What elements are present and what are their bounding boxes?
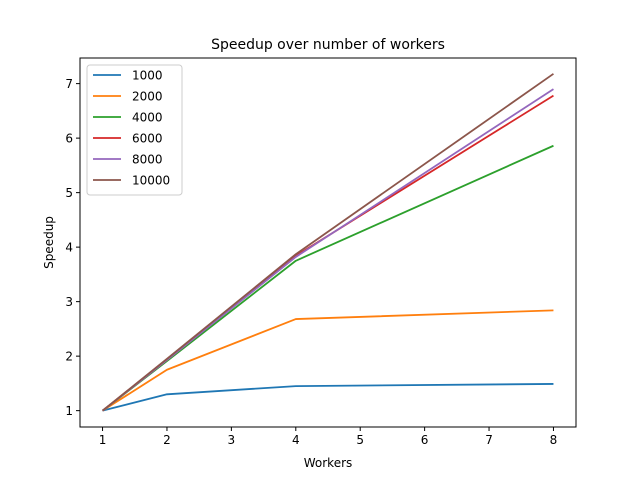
y-tick-label: 6 (65, 132, 73, 146)
legend-entry: 1000 (132, 69, 163, 83)
y-tick-label: 2 (65, 350, 73, 364)
legend-entry: 10000 (132, 174, 170, 188)
x-tick-label: 7 (485, 433, 493, 447)
x-tick-label: 5 (356, 433, 364, 447)
series-line-10000 (101, 73, 554, 412)
plot-area (79, 57, 577, 428)
series-line-1000 (102, 383, 554, 412)
y-axis-ticks: 1 2 3 4 5 6 7 (65, 77, 80, 418)
x-axis-label: Workers (304, 456, 353, 470)
legend: 1000 2000 4000 6000 8000 10000 (86, 64, 183, 196)
legend-entry: 8000 (132, 153, 163, 167)
y-tick-label: 4 (65, 241, 73, 255)
legend-entry: 4000 (132, 111, 163, 125)
x-tick-label: 1 (99, 433, 107, 447)
x-tick-label: 2 (163, 433, 171, 447)
x-tick-label: 3 (228, 433, 236, 447)
series-line-2000 (102, 309, 554, 412)
legend-entry: 6000 (132, 132, 163, 146)
series-lines (101, 73, 554, 412)
y-tick-label: 1 (65, 404, 73, 418)
legend-entry: 2000 (132, 90, 163, 104)
x-tick-label: 4 (292, 433, 300, 447)
y-tick-label: 5 (65, 186, 73, 200)
x-axis-ticks: 1 2 3 4 5 6 7 8 (99, 427, 558, 447)
x-tick-label: 6 (421, 433, 429, 447)
y-axis-label: Speedup (42, 216, 56, 269)
x-tick-label: 8 (550, 433, 558, 447)
y-tick-label: 7 (65, 77, 73, 91)
chart-title: Speedup over number of workers (211, 37, 445, 53)
y-tick-label: 3 (65, 295, 73, 309)
plot-frame (79, 57, 577, 428)
legend-box (86, 64, 183, 196)
